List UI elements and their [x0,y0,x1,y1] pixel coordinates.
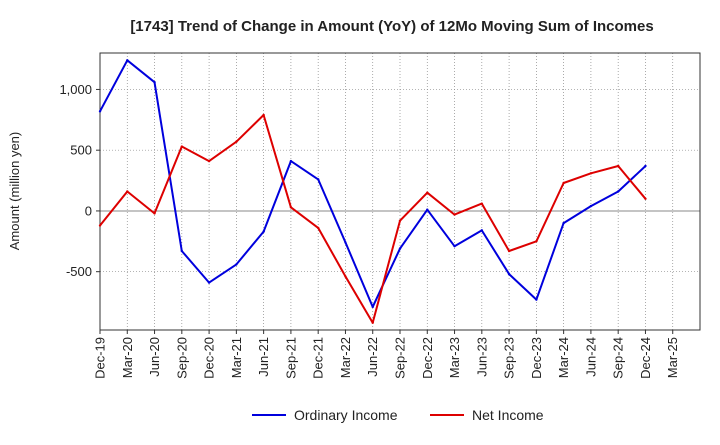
x-tick-label: Dec-20 [202,337,217,379]
x-tick-label: Sep-24 [611,337,626,379]
x-tick-label: Dec-21 [311,337,326,379]
y-tick-label: 500 [70,143,92,158]
x-axis-ticks: Dec-19 Mar-20 Jun-20 Sep-20 Dec-20 Mar-21 Jun-… [93,330,680,379]
x-tick-label: Sep-22 [393,337,408,379]
data-point [153,80,156,84]
data-point [316,178,320,181]
data-point [180,145,184,148]
x-tick-label: Sep-20 [174,337,189,379]
data-point [589,172,593,175]
data-point [453,213,456,216]
y-axis-label: Amount (million yen) [7,132,22,251]
data-point [180,249,184,253]
data-point [126,59,129,62]
x-tick-label: Dec-19 [93,337,108,379]
data-point [426,208,429,211]
data-point [153,212,156,215]
x-tick-label: Jun-20 [147,337,162,377]
x-tick-label: Mar-20 [120,337,135,378]
series [98,59,647,324]
data-point [289,159,293,163]
data-point [507,249,511,253]
data-point [344,275,347,278]
y-tick-label: -500 [66,264,92,279]
data-point [616,190,620,193]
data-point [262,230,265,233]
data-point [398,219,402,222]
x-tick-label: Jun-22 [365,337,380,377]
y-tick-label: 1,000 [59,82,92,97]
data-point [207,281,211,284]
x-tick-label: Dec-23 [529,337,544,379]
data-point [235,140,238,143]
data-point [98,110,102,113]
data-point [316,226,320,230]
data-point [371,321,374,324]
y-axis-ticks: -500 0 500 1,000 [59,82,100,279]
data-point [235,263,238,266]
data-point [262,113,265,117]
x-tick-label: Dec-24 [638,337,653,379]
data-point [126,190,129,193]
data-point [589,204,593,208]
data-point [644,164,647,168]
data-point [98,224,102,227]
x-tick-label: Mar-24 [556,337,571,378]
data-point [644,197,647,200]
data-point [426,191,429,194]
x-tick-label: Jun-21 [256,337,271,377]
data-point [371,305,374,309]
data-point [535,240,538,243]
data-point [480,229,484,232]
chart-title: [1743] Trend of Change in Amount (YoY) o… [130,18,653,35]
data-point [398,247,402,250]
x-tick-label: Sep-21 [283,337,298,379]
grid [100,53,700,330]
x-tick-label: Jun-24 [583,337,598,377]
data-point [562,221,565,225]
data-point [535,298,538,301]
data-point [480,202,484,205]
x-tick-label: Mar-21 [229,337,244,378]
x-tick-label: Sep-23 [502,337,517,379]
x-tick-label: Mar-23 [447,337,462,378]
x-tick-label: Dec-22 [420,337,435,379]
data-point [453,244,456,248]
legend: Ordinary Income Net Income [252,407,544,423]
data-point [507,272,511,276]
data-point [562,181,565,185]
x-tick-label: Jun-23 [474,337,489,377]
x-tick-label: Mar-25 [665,337,680,378]
legend-label: Ordinary Income [294,407,398,423]
x-tick-label: Mar-22 [338,337,353,378]
data-point [616,164,620,168]
data-point [207,159,211,163]
data-point [289,206,293,209]
data-point [344,241,347,244]
legend-label: Net Income [472,407,544,423]
y-tick-label: 0 [85,203,92,218]
